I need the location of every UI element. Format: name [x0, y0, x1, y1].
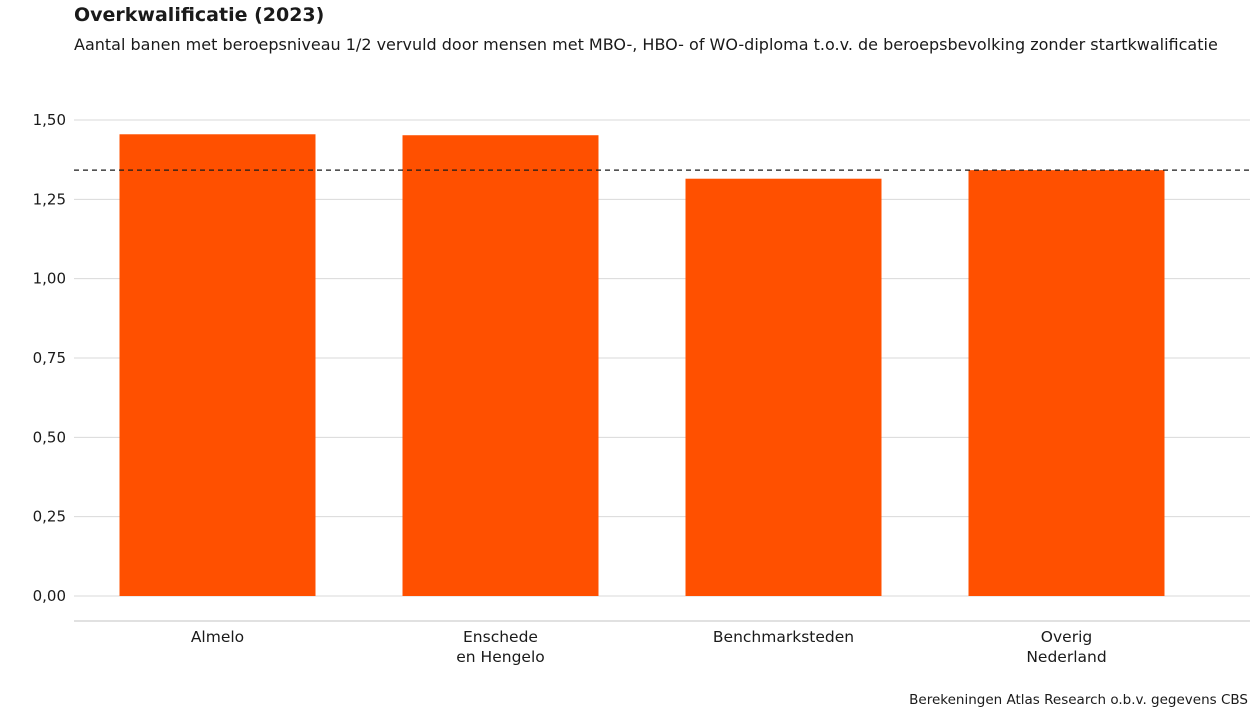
chart-title: Overkwalificatie (2023) — [74, 4, 325, 26]
x-tick-label: Almelo — [191, 628, 244, 646]
y-tick-label: 0,75 — [33, 349, 66, 367]
x-tick-label: Nederland — [1026, 648, 1106, 666]
bar — [119, 134, 316, 596]
y-tick-label: 0,00 — [33, 587, 66, 605]
y-tick-label: 0,25 — [33, 508, 66, 526]
x-tick-label: Benchmarksteden — [713, 628, 854, 646]
x-tick-label: en Hengelo — [456, 648, 544, 666]
x-tick-label: Overig — [1041, 628, 1092, 646]
y-tick-label: 1,25 — [33, 190, 66, 208]
bar — [968, 170, 1165, 596]
chart-subtitle: Aantal banen met beroepsniveau 1/2 vervu… — [74, 35, 1218, 54]
y-tick-label: 1,00 — [33, 270, 66, 288]
y-axis-tick-labels: 0,00 0,25 0,50 0,75 1,00 1,25 1,50 — [33, 111, 66, 605]
source-caption: Berekeningen Atlas Research o.b.v. gegev… — [909, 692, 1248, 708]
bars — [119, 134, 1165, 596]
x-axis-tick-labels: Almelo Enschede en Hengelo Benchmarksteden O… — [191, 628, 1107, 666]
x-tick-label: Enschede — [463, 628, 538, 646]
bar — [402, 135, 599, 596]
bar — [685, 178, 882, 596]
y-tick-label: 0,50 — [33, 428, 66, 446]
y-tick-label: 1,50 — [33, 111, 66, 129]
